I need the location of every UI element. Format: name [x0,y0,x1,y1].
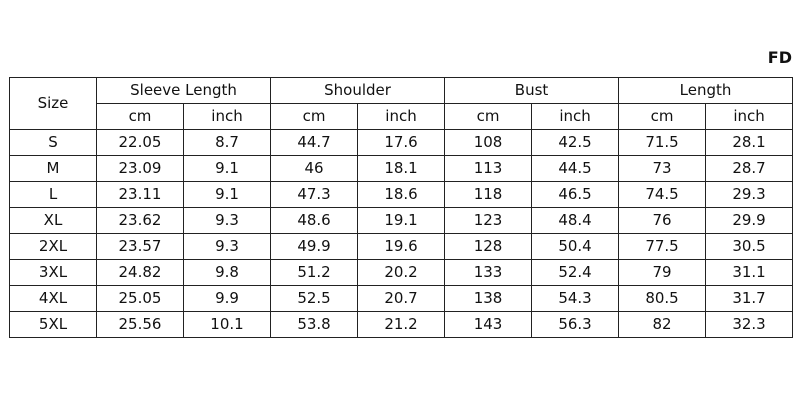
value-cell: 9.3 [182,207,272,234]
value-cell: 82 [618,311,707,338]
size-header: Size [9,77,97,130]
value-cell: 123 [444,207,533,234]
value-cell: 79 [618,259,707,286]
value-cell: 9.9 [182,285,272,312]
group-header: Bust [444,77,620,104]
value-cell: 133 [444,259,533,286]
data-row: 3XL 24.82 9.8 51.2 20.2 133 52.4 79 31.1 [9,259,794,286]
value-cell: 54.3 [531,285,620,312]
value-cell: 56.3 [531,311,620,338]
value-cell: 80.5 [618,285,707,312]
value-cell: 23.11 [96,181,184,208]
unit-header: cm [618,103,707,130]
size-table: Size Sleeve Length Shoulder Bust Length cm inc… [9,77,794,338]
value-cell: 113 [444,155,533,182]
value-cell: 22.05 [96,129,184,156]
value-cell: 23.09 [96,155,184,182]
value-cell: 30.5 [705,233,794,260]
value-cell: 50.4 [531,233,620,260]
size-cell: 4XL [9,285,97,312]
size-cell: L [9,181,97,208]
value-cell: 21.2 [357,311,446,338]
data-row: XL 23.62 9.3 48.6 19.1 123 48.4 76 29.9 [9,207,794,234]
value-cell: 9.1 [182,181,272,208]
value-cell: 108 [444,129,533,156]
value-cell: 31.7 [705,285,794,312]
size-cell: 3XL [9,259,97,286]
data-row: 5XL 25.56 10.1 53.8 21.2 143 56.3 82 32.3 [9,311,794,338]
value-cell: 29.9 [705,207,794,234]
value-cell: 31.1 [705,259,794,286]
value-cell: 51.2 [270,259,359,286]
value-cell: 42.5 [531,129,620,156]
value-cell: 32.3 [705,311,794,338]
group-header: Length [618,77,794,104]
value-cell: 44.7 [270,129,359,156]
size-cell: XL [9,207,97,234]
value-cell: 18.1 [357,155,446,182]
value-cell: 52.5 [270,285,359,312]
brand-code: FD [767,48,792,67]
value-cell: 118 [444,181,533,208]
value-cell: 28.7 [705,155,794,182]
value-cell: 46 [270,155,359,182]
value-cell: 77.5 [618,233,707,260]
value-cell: 17.6 [357,129,446,156]
value-cell: 48.6 [270,207,359,234]
size-cell: M [9,155,97,182]
value-cell: 23.62 [96,207,184,234]
value-cell: 76 [618,207,707,234]
value-cell: 19.1 [357,207,446,234]
value-cell: 73 [618,155,707,182]
value-cell: 8.7 [182,129,272,156]
value-cell: 44.5 [531,155,620,182]
size-cell: 5XL [9,311,97,338]
group-header: Sleeve Length [95,77,272,104]
size-cell: 2XL [9,233,97,260]
value-cell: 71.5 [618,129,707,156]
value-cell: 9.1 [182,155,272,182]
value-cell: 25.05 [96,285,184,312]
value-cell: 24.82 [96,259,184,286]
value-cell: 9.3 [182,233,272,260]
unit-header: inch [531,103,620,130]
value-cell: 48.4 [531,207,620,234]
value-cell: 46.5 [531,181,620,208]
data-row: 4XL 25.05 9.9 52.5 20.7 138 54.3 80.5 31.7 [9,285,794,312]
unit-header: cm [444,103,533,130]
value-cell: 143 [444,311,533,338]
value-cell: 25.56 [96,311,184,338]
unit-header: inch [182,103,272,130]
data-row: L 23.11 9.1 47.3 18.6 118 46.5 74.5 29.3 [9,181,794,208]
value-cell: 53.8 [270,311,359,338]
value-cell: 29.3 [705,181,794,208]
unit-header: inch [705,103,794,130]
value-cell: 10.1 [182,311,272,338]
size-cell: S [9,129,97,156]
value-cell: 20.2 [357,259,446,286]
value-cell: 20.7 [357,285,446,312]
header-row: Size Sleeve Length Shoulder Bust Length [9,77,794,130]
value-cell: 49.9 [270,233,359,260]
value-cell: 128 [444,233,533,260]
data-row: M 23.09 9.1 46 18.1 113 44.5 73 28.7 [9,155,794,182]
data-row: S 22.05 8.7 44.7 17.6 108 42.5 71.5 28.1 [9,129,794,156]
value-cell: 9.8 [182,259,272,286]
value-cell: 52.4 [531,259,620,286]
value-cell: 47.3 [270,181,359,208]
value-cell: 23.57 [96,233,184,260]
unit-row: cm inch cm inch cm inch cm inch [10,103,794,130]
unit-header: cm [270,103,359,130]
value-cell: 19.6 [357,233,446,260]
value-cell: 74.5 [618,181,707,208]
value-cell: 18.6 [357,181,446,208]
data-row: 2XL 23.57 9.3 49.9 19.6 128 50.4 77.5 30.5 [9,233,794,260]
value-cell: 138 [444,285,533,312]
unit-header: cm [96,103,184,130]
group-header: Shoulder [270,77,446,104]
value-cell: 28.1 [705,129,794,156]
unit-header: inch [357,103,446,130]
